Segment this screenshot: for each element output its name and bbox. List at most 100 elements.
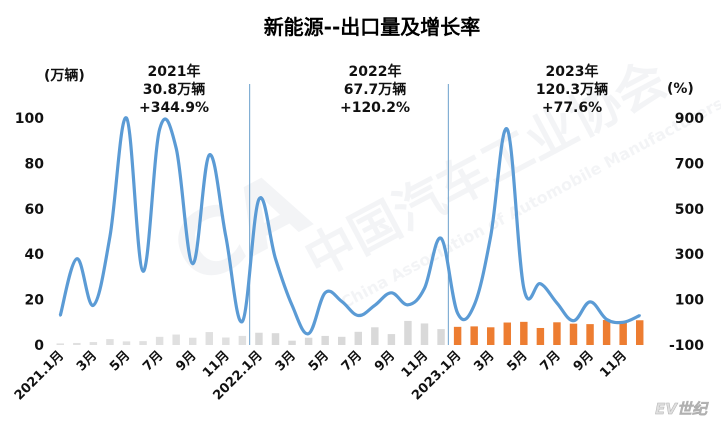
- line-point: [108, 235, 112, 238]
- line-point: [158, 128, 161, 131]
- line-point: [373, 304, 377, 307]
- line-point: [323, 291, 327, 294]
- x-tick-label: 3月: [74, 348, 100, 374]
- y-left-tick: 60: [25, 202, 45, 218]
- bar: [56, 343, 65, 345]
- bar: [321, 335, 329, 345]
- line-point: [75, 257, 79, 260]
- bar: [619, 320, 627, 345]
- y-right-unit: (%): [667, 81, 694, 97]
- y-right-tick: 100: [675, 293, 704, 309]
- line-point: [588, 300, 592, 304]
- line-point: [472, 304, 476, 307]
- y-right-tick: -100: [669, 338, 704, 354]
- bar: [73, 342, 81, 345]
- annotation-line1: 2022年: [349, 63, 402, 80]
- x-tick-label: 9月: [571, 348, 597, 374]
- bar: [420, 323, 429, 345]
- line-point: [506, 128, 509, 131]
- line-point: [141, 270, 145, 273]
- line-point: [274, 257, 277, 260]
- y-right-tick: 700: [675, 156, 704, 172]
- line-point: [257, 198, 261, 201]
- bar: [602, 320, 611, 345]
- x-tick-label: 2021.1月: [12, 348, 67, 403]
- y-left-tick: 80: [25, 156, 45, 172]
- line-point: [423, 287, 426, 290]
- line-point: [489, 234, 492, 238]
- line-point: [390, 291, 393, 294]
- bar: [569, 323, 578, 345]
- annotation-line1: 2021年: [148, 63, 201, 80]
- annotation-line1: 2023年: [546, 63, 599, 80]
- bar: [172, 334, 180, 345]
- bar: [155, 336, 164, 345]
- x-tick-label: 3月: [471, 348, 497, 374]
- annotation-line2: 120.3万辆: [536, 81, 608, 98]
- y-left-tick: 40: [25, 247, 45, 263]
- x-tick-label: 7月: [140, 348, 166, 374]
- line-point: [340, 300, 343, 303]
- annotation-line3: +344.9%: [139, 100, 209, 116]
- line-point: [59, 314, 62, 317]
- line-point: [241, 320, 244, 323]
- bar: [503, 322, 512, 345]
- bar: [255, 332, 263, 345]
- y-left-tick: 100: [15, 111, 44, 127]
- line-point: [555, 301, 559, 305]
- x-tick-label: 11月: [597, 348, 630, 381]
- x-tick-label: 3月: [273, 348, 299, 374]
- bar: [404, 320, 412, 345]
- annotation-line3: +77.6%: [542, 100, 602, 116]
- bar: [238, 335, 247, 345]
- bar: [553, 322, 561, 345]
- watermark: 中国汽车工业协会 China Association of Automobile…: [155, 50, 721, 313]
- bar: [453, 326, 462, 345]
- y-left-tick: 0: [34, 338, 44, 354]
- y-right-tick: 900: [675, 111, 704, 127]
- line-point: [191, 262, 194, 265]
- brand-logo: EV世纪: [655, 400, 709, 418]
- x-tick-label: 9月: [173, 348, 199, 374]
- chart-title: 新能源--出口量及增长率: [264, 15, 481, 39]
- line-point: [357, 314, 360, 317]
- bar: [188, 337, 197, 345]
- line-point: [406, 303, 410, 307]
- year-dividers: [249, 84, 449, 345]
- bar: [89, 342, 98, 345]
- line-point: [572, 319, 575, 322]
- line-point: [208, 153, 211, 157]
- x-tick-label: 5月: [107, 348, 133, 374]
- line-point: [224, 235, 228, 238]
- x-tick-label: 7月: [538, 348, 564, 374]
- line-point: [439, 237, 443, 240]
- annotation-line2: 67.7万辆: [344, 81, 407, 98]
- bar: [536, 327, 545, 345]
- bar: [586, 324, 594, 345]
- line-point: [621, 321, 625, 324]
- line-point: [539, 282, 542, 285]
- bar: [635, 320, 644, 345]
- annotation-line3: +120.2%: [340, 100, 410, 116]
- line-series: [58, 116, 641, 336]
- bar: [288, 340, 296, 345]
- bar: [354, 331, 363, 345]
- line-point: [290, 304, 294, 307]
- bar: [337, 336, 346, 345]
- annotation-line2: 30.8万辆: [143, 81, 206, 98]
- bar: [371, 327, 379, 345]
- line-point: [307, 332, 310, 335]
- line-point: [125, 116, 128, 120]
- y-left-tick: 20: [25, 293, 45, 309]
- x-tick-label: 5月: [504, 348, 530, 374]
- y-left-unit: (万辆): [44, 67, 85, 84]
- bar: [271, 333, 280, 345]
- y-left-axis: 0 20 40 60 80 100: [15, 111, 44, 354]
- y-right-axis: -100 100 300 500 700 900: [669, 111, 704, 354]
- line-point: [174, 146, 178, 150]
- bar: [222, 337, 230, 345]
- line-point: [456, 312, 459, 315]
- bar: [486, 327, 495, 345]
